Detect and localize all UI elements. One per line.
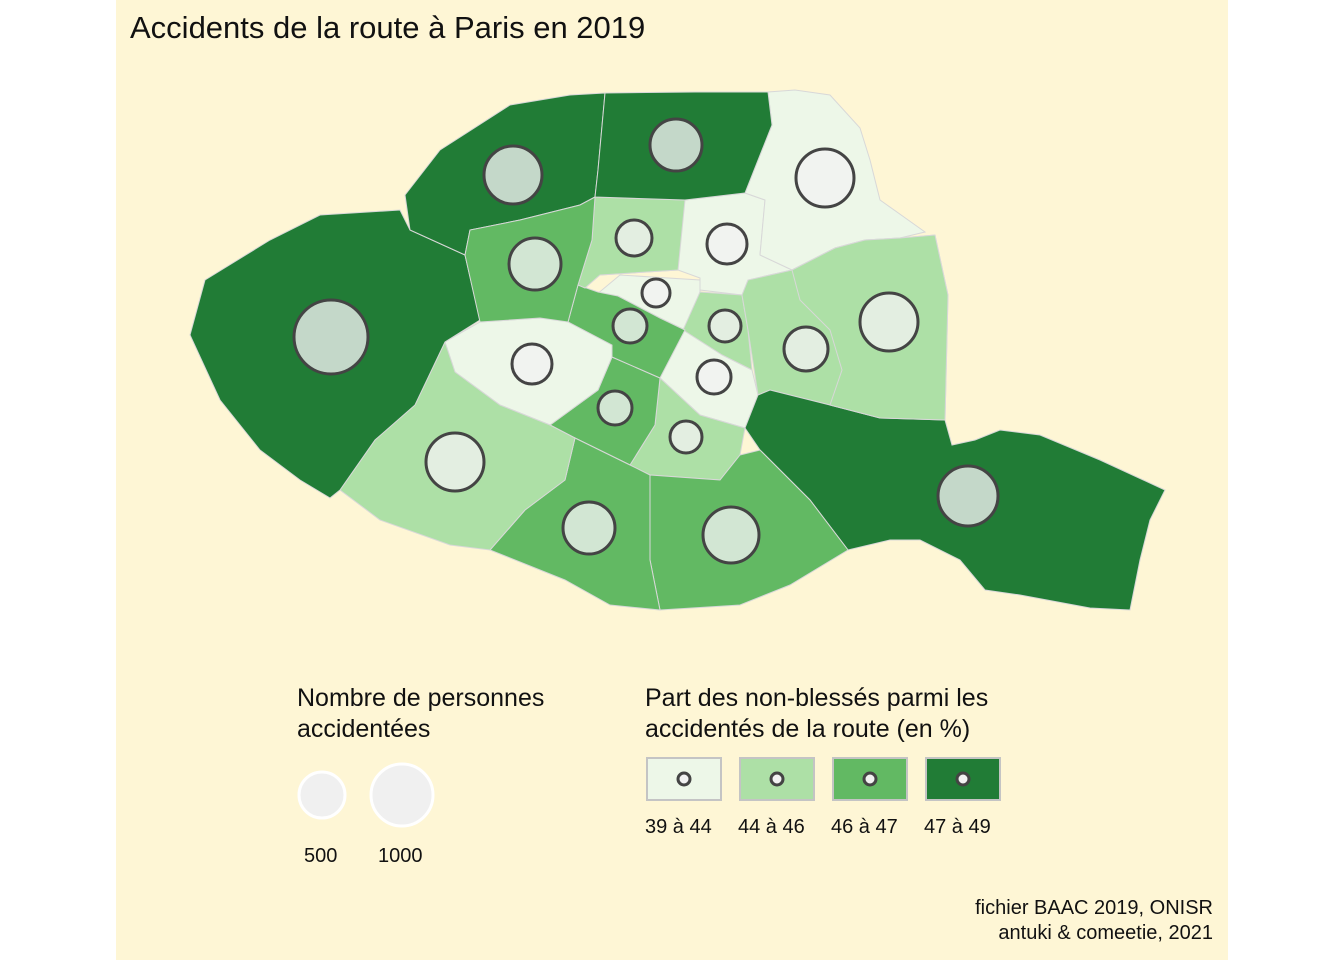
bubble-district-3 [707, 308, 743, 344]
bubble-district-4 [695, 358, 733, 396]
source-line-1: fichier BAAC 2019, ONISR [975, 897, 1213, 919]
color-legend-label-1: 39 à 44 [645, 816, 712, 838]
bubble-district-15 [424, 431, 486, 493]
bubble-district-19 [507, 236, 563, 292]
map-title: Accidents de la route à Paris en 2019 [130, 10, 646, 45]
bubble-district-14 [561, 500, 617, 556]
bubble-district-6 [596, 389, 634, 427]
color-legend-dot-2 [769, 771, 785, 787]
bubble-district-10 [794, 147, 856, 209]
bubble-district-20 [858, 291, 920, 353]
color-legend-dot-3 [862, 771, 878, 787]
source-line-2: antuki & comeetie, 2021 [998, 922, 1213, 944]
bubble-district-8 [611, 307, 649, 345]
size-legend-title: Nombre de personnes accidentées [297, 684, 545, 743]
size-legend-label-500: 500 [304, 845, 338, 867]
bubble-district-9 [614, 218, 654, 258]
size-legend-circle-1000 [369, 762, 435, 828]
legend-graphics [297, 757, 1001, 828]
bubble-district-16 [292, 298, 370, 376]
bubble-district-7 [510, 342, 554, 386]
bubbles-layer [292, 117, 1000, 565]
color-legend-dot-1 [676, 771, 692, 787]
source-credits: fichier BAAC 2019, ONISR antuki & comeet… [975, 896, 1213, 946]
bubble-district-13 [701, 505, 761, 565]
bubble-district-17 [482, 144, 544, 206]
bubble-district-11 [782, 325, 830, 373]
bubble-district-2 [705, 222, 749, 266]
bubble-district-18 [648, 117, 704, 173]
size-legend-circle-500 [297, 770, 347, 820]
bubble-district-5 [668, 419, 704, 455]
color-legend-label-2: 44 à 46 [738, 816, 805, 838]
color-legend-label-4: 47 à 49 [924, 816, 991, 838]
bubble-district-12 [936, 464, 1000, 528]
size-legend-label-1000: 1000 [378, 845, 423, 867]
color-legend-dot-4 [955, 771, 971, 787]
color-legend-title: Part des non-blessés parmi les accidenté… [645, 684, 989, 743]
color-legend-label-3: 46 à 47 [831, 816, 898, 838]
bubble-district-1 [640, 277, 672, 309]
